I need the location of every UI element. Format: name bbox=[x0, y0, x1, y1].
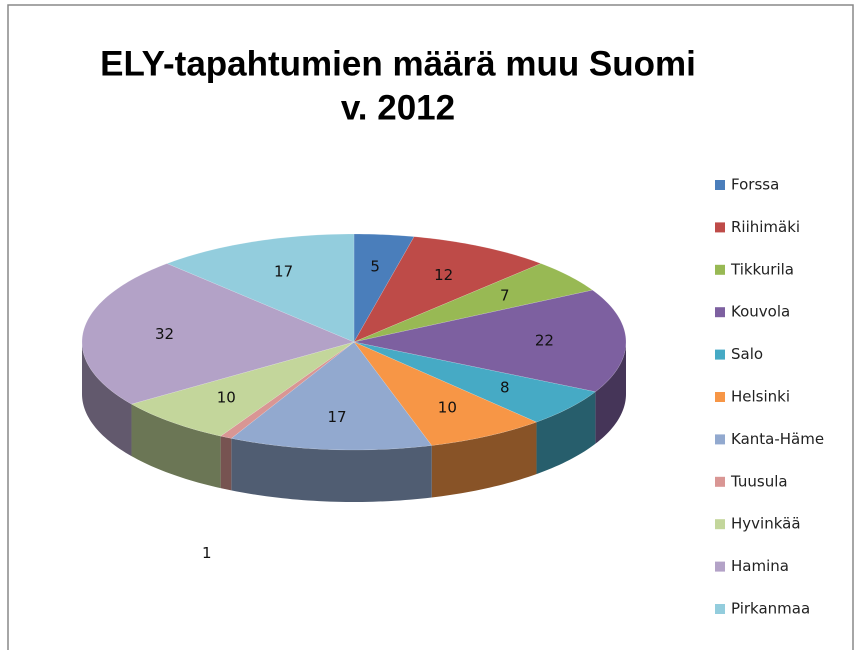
legend-swatch bbox=[715, 180, 725, 190]
pie-side bbox=[131, 404, 221, 489]
legend-swatch bbox=[715, 476, 725, 487]
data-label: 7 bbox=[500, 286, 510, 304]
pie-slice bbox=[353, 341, 596, 423]
legend-swatch bbox=[715, 307, 725, 318]
legend-swatch bbox=[715, 519, 725, 530]
data-label: 8 bbox=[500, 379, 510, 397]
pie-side bbox=[595, 342, 626, 444]
data-label: 17 bbox=[274, 262, 293, 280]
legend-label: Helsinki bbox=[731, 388, 790, 406]
pie-slice bbox=[230, 341, 433, 451]
pie-slice bbox=[353, 263, 594, 343]
pie-side bbox=[82, 342, 132, 457]
pie-side bbox=[231, 438, 432, 502]
pie-side bbox=[431, 422, 537, 498]
pie-slice bbox=[81, 263, 355, 405]
legend-label: Hyvinkää bbox=[731, 515, 801, 533]
legend-swatch bbox=[715, 604, 725, 614]
pie-slice bbox=[353, 289, 627, 393]
legend-swatch bbox=[715, 264, 725, 275]
data-label: 22 bbox=[535, 332, 554, 350]
legend-swatch bbox=[715, 349, 725, 360]
legend-label: Tikkurila bbox=[730, 260, 794, 278]
data-label: 1 bbox=[202, 544, 212, 562]
data-label: 10 bbox=[438, 398, 457, 416]
pie-slice bbox=[166, 233, 355, 343]
pie-slice bbox=[130, 341, 355, 437]
legend-label: Riihimäki bbox=[731, 218, 800, 236]
legend-label: Tuusula bbox=[730, 472, 788, 490]
legend-label: Kouvola bbox=[731, 303, 790, 321]
chart-subtitle: v. 2012 bbox=[341, 88, 455, 127]
pie-slice bbox=[353, 341, 538, 446]
legend-swatch bbox=[715, 392, 725, 402]
chart-title: ELY-tapahtumien määrä muu Suomi bbox=[100, 44, 696, 83]
data-label: 5 bbox=[370, 257, 380, 275]
pie-side bbox=[220, 436, 232, 491]
pie-slice bbox=[353, 236, 542, 343]
legend-label: Pirkanmaa bbox=[731, 600, 810, 618]
data-label: 10 bbox=[217, 389, 236, 407]
pie-side bbox=[536, 391, 596, 475]
legend-swatch bbox=[715, 222, 725, 233]
data-label: 12 bbox=[434, 266, 453, 284]
legend-label: Forssa bbox=[731, 176, 779, 194]
legend-label: Kanta-Häme bbox=[731, 430, 824, 448]
legend-label: Salo bbox=[731, 345, 763, 363]
legend-label: Hamina bbox=[731, 557, 789, 575]
data-label: 17 bbox=[328, 408, 347, 426]
legend-swatch bbox=[715, 561, 725, 572]
data-label: 32 bbox=[155, 325, 174, 343]
legend-swatch bbox=[715, 434, 725, 445]
pie-slice bbox=[353, 233, 415, 343]
